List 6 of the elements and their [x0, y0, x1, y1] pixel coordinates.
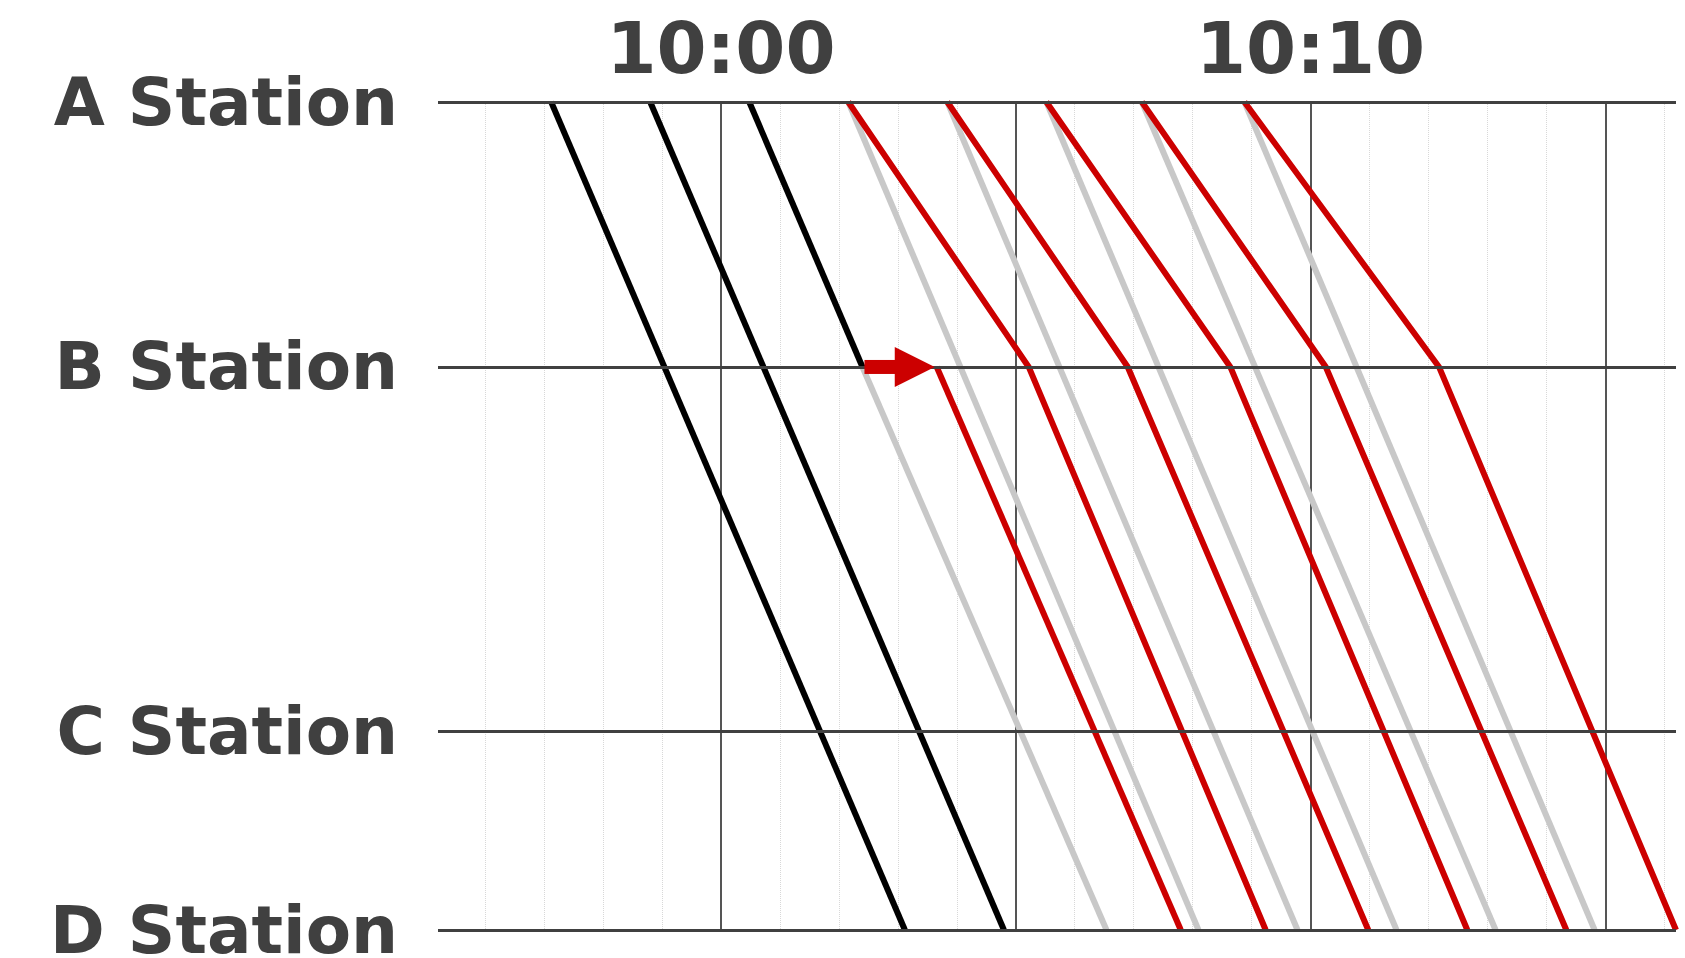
- ref-line-label: D Station: [50, 891, 398, 958]
- ref-line-label: B Station: [54, 328, 398, 406]
- ref-line-label: A Station: [53, 63, 398, 141]
- x-tick-label: 10:10: [1196, 6, 1426, 90]
- x-tick-label: 10:00: [606, 6, 836, 90]
- ref-line-label: C Station: [56, 692, 398, 770]
